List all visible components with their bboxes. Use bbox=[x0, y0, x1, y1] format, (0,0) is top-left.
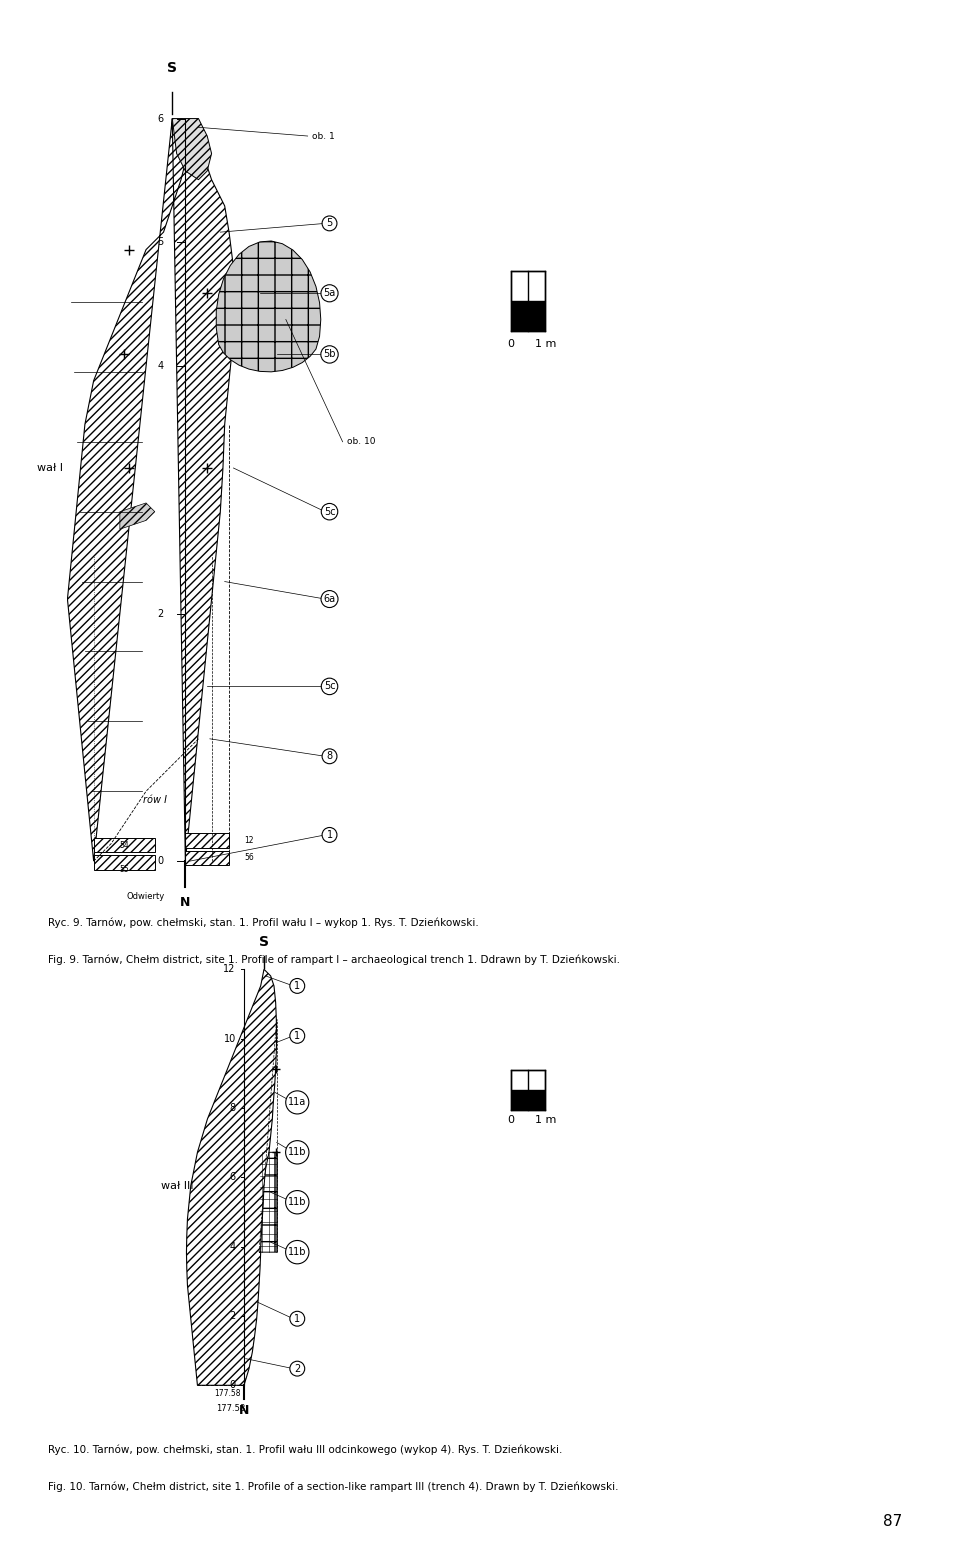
Text: Odwierty: Odwierty bbox=[127, 892, 165, 900]
Bar bbox=[185, 833, 229, 849]
Text: 1 m: 1 m bbox=[535, 339, 556, 349]
Bar bbox=[94, 855, 155, 870]
Text: 55: 55 bbox=[119, 866, 129, 874]
Text: S: S bbox=[167, 61, 178, 75]
Text: Fig. 9. Tarnów, Chełm district, site 1. Profile of rampart I – archaeological tr: Fig. 9. Tarnów, Chełm district, site 1. … bbox=[48, 955, 620, 966]
Text: 8: 8 bbox=[229, 1103, 236, 1112]
Bar bbox=[511, 301, 545, 331]
Bar bbox=[511, 271, 545, 301]
Polygon shape bbox=[172, 119, 211, 179]
Text: 8: 8 bbox=[326, 752, 332, 761]
Text: 5c: 5c bbox=[324, 507, 335, 516]
Text: 6: 6 bbox=[157, 114, 163, 123]
Bar bbox=[511, 1090, 545, 1111]
Text: wał III: wał III bbox=[161, 1181, 194, 1190]
Text: S: S bbox=[259, 936, 269, 950]
Text: 0: 0 bbox=[507, 339, 515, 349]
Polygon shape bbox=[120, 502, 155, 529]
Text: 1: 1 bbox=[294, 1314, 300, 1324]
Text: 12: 12 bbox=[224, 964, 236, 975]
Text: Ryc. 9. Tarnów, pow. chełmski, stan. 1. Profil wału I – wykop 1. Rys. T. Dzieńko: Ryc. 9. Tarnów, pow. chełmski, stan. 1. … bbox=[48, 917, 479, 928]
Text: 56: 56 bbox=[244, 853, 254, 863]
Text: rów I: rów I bbox=[143, 796, 167, 805]
Polygon shape bbox=[186, 969, 276, 1385]
Text: Ryc. 10. Tarnów, pow. chełmski, stan. 1. Profil wału III odcinkowego (wykop 4). : Ryc. 10. Tarnów, pow. chełmski, stan. 1.… bbox=[48, 1445, 563, 1455]
Text: ob. 10: ob. 10 bbox=[347, 437, 375, 446]
Text: 0: 0 bbox=[157, 856, 163, 866]
Text: 1: 1 bbox=[326, 830, 332, 839]
Text: 11b: 11b bbox=[288, 1147, 306, 1158]
Text: wał I: wał I bbox=[37, 463, 63, 473]
Polygon shape bbox=[216, 240, 321, 371]
Text: 6a: 6a bbox=[324, 594, 336, 604]
Text: 177.58: 177.58 bbox=[216, 1404, 246, 1413]
Text: 1: 1 bbox=[294, 981, 300, 991]
Text: 12: 12 bbox=[245, 836, 253, 844]
Text: Fig. 10. Tarnów, Chełm district, site 1. Profile of a section-like rampart III (: Fig. 10. Tarnów, Chełm district, site 1.… bbox=[48, 1482, 618, 1493]
Polygon shape bbox=[67, 119, 235, 861]
Text: 10: 10 bbox=[224, 1034, 236, 1044]
Text: N: N bbox=[239, 1404, 250, 1416]
Text: 11b: 11b bbox=[288, 1197, 306, 1207]
Text: 87: 87 bbox=[883, 1513, 902, 1529]
Bar bbox=[511, 1070, 545, 1090]
Text: 177.58: 177.58 bbox=[214, 1388, 241, 1398]
Text: 4: 4 bbox=[229, 1242, 236, 1251]
Text: 5b: 5b bbox=[324, 349, 336, 359]
Text: 2: 2 bbox=[294, 1363, 300, 1374]
Text: 1 m: 1 m bbox=[535, 1115, 556, 1125]
Text: 1: 1 bbox=[294, 1031, 300, 1041]
Text: 5a: 5a bbox=[324, 289, 336, 298]
Text: 6: 6 bbox=[229, 1172, 236, 1182]
Bar bbox=[185, 850, 229, 866]
Text: N: N bbox=[180, 895, 191, 909]
Text: 2: 2 bbox=[157, 608, 163, 619]
Text: 5: 5 bbox=[326, 218, 333, 228]
Text: 0: 0 bbox=[229, 1381, 236, 1390]
Bar bbox=[94, 838, 155, 852]
Text: 11a: 11a bbox=[288, 1097, 306, 1108]
Text: 5c: 5c bbox=[324, 682, 335, 691]
Text: 4: 4 bbox=[157, 360, 163, 371]
Text: 54: 54 bbox=[119, 841, 129, 850]
Polygon shape bbox=[259, 1153, 277, 1253]
Text: 11b: 11b bbox=[288, 1246, 306, 1257]
Text: 5: 5 bbox=[157, 237, 163, 248]
Text: 2: 2 bbox=[229, 1310, 236, 1321]
Text: ob. 1: ob. 1 bbox=[312, 131, 335, 140]
Text: 0: 0 bbox=[507, 1115, 515, 1125]
